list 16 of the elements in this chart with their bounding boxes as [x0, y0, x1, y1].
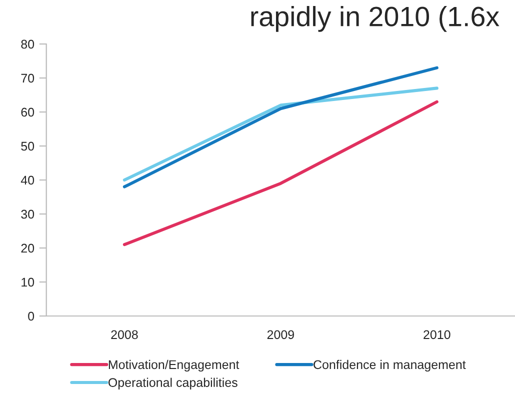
legend-label: Motivation/Engagement [108, 360, 240, 372]
y-tick-label: 80 [21, 40, 34, 49]
y-tick-label: 40 [20, 176, 34, 185]
y-tick-label: 30 [21, 210, 34, 219]
chart-title: rapidly in 2010 (1.6x [251, 6, 500, 32]
y-tick-label: 10 [22, 278, 34, 287]
legend-label: Operational capabilities [108, 378, 238, 390]
x-tick-label: 2008 [111, 330, 138, 340]
y-tick-label: 50 [21, 142, 34, 151]
y-tick-label: 20 [21, 244, 34, 253]
x-tick-label: 2009 [267, 330, 294, 340]
y-tick-label: 70 [21, 74, 34, 83]
y-tick-label: 0 [28, 312, 34, 321]
legend-label: Confidence in management [314, 360, 466, 372]
y-tick-label: 60 [21, 108, 34, 117]
x-tick-label: 2010 [424, 330, 450, 340]
